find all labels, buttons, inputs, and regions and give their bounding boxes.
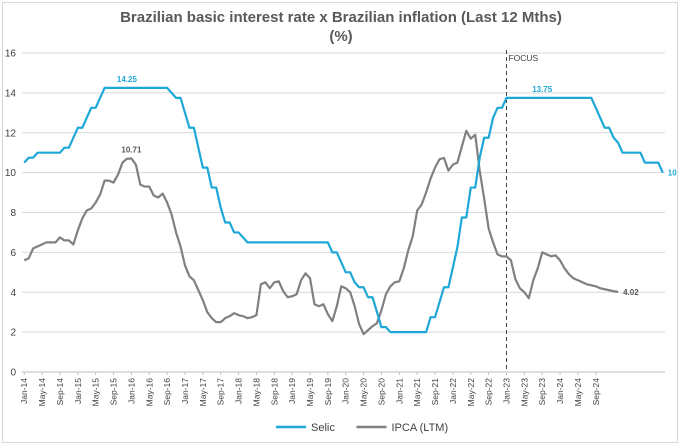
x-tick-label: May-17: [198, 378, 208, 407]
x-tick-label: Sep-17: [216, 378, 226, 406]
x-tick-label: Sep-21: [430, 378, 440, 406]
data-label: 14.25: [117, 75, 138, 84]
x-tick-label: Sep-24: [591, 378, 601, 406]
y-tick-label: 16: [5, 49, 17, 60]
x-tick-label: May-23: [519, 378, 529, 407]
data-label: 4.02: [623, 288, 639, 297]
legend-label: IPCA (LTM): [392, 422, 449, 434]
x-tick-label: May-15: [91, 378, 101, 407]
chart-title-line1: Brazilian basic interest rate x Brazilia…: [120, 9, 562, 26]
y-tick-label: 12: [5, 128, 17, 139]
chart-title-line2: (%): [329, 28, 353, 45]
x-tick-label: Jan-19: [287, 378, 297, 404]
x-tick-label: Jan-23: [501, 378, 511, 404]
y-tick-label: 14: [5, 88, 17, 99]
chart-frame: [2, 2, 678, 443]
x-tick-label: Jan-17: [180, 378, 190, 404]
data-label: 10.71: [121, 145, 142, 154]
y-tick-label: 8: [10, 208, 16, 219]
x-tick-label: May-21: [412, 378, 422, 407]
x-tick-label: Jan-22: [448, 378, 458, 404]
data-label: 10: [668, 169, 677, 178]
y-tick-label: 2: [10, 328, 16, 339]
y-tick-label: 10: [5, 168, 17, 179]
x-tick-label: Jan-16: [126, 378, 136, 404]
x-tick-label: Sep-22: [484, 378, 494, 406]
x-tick-label: Sep-15: [109, 378, 119, 406]
y-tick-label: 0: [10, 368, 16, 379]
x-tick-label: Sep-18: [269, 378, 279, 406]
x-tick-label: May-16: [144, 378, 154, 407]
x-tick-label: May-19: [305, 378, 315, 407]
x-tick-label: Jan-15: [73, 378, 83, 404]
x-tick-label: Jan-14: [19, 378, 29, 404]
x-tick-label: May-20: [359, 378, 369, 407]
x-tick-label: May-18: [251, 378, 261, 407]
chart-title: Brazilian basic interest rate x Brazilia…: [0, 8, 682, 46]
x-tick-label: Sep-19: [323, 378, 333, 406]
series-line-selic: [23, 86, 664, 334]
x-tick-label: Sep-20: [376, 378, 386, 406]
x-tick-label: May-24: [573, 378, 583, 407]
series-line-ipca-ltm: [23, 129, 619, 336]
focus-label: FOCUS: [508, 53, 538, 63]
x-tick-label: Jan-21: [394, 378, 404, 404]
x-tick-label: Jan-18: [234, 378, 244, 404]
x-tick-label: Sep-16: [162, 378, 172, 406]
legend-label: Selic: [311, 422, 335, 434]
x-tick-label: Jan-20: [341, 378, 351, 404]
x-tick-label: Jan-24: [555, 378, 565, 404]
x-tick-label: Sep-14: [55, 378, 65, 406]
x-tick-label: Sep-23: [537, 378, 547, 406]
x-tick-label: May-14: [37, 378, 47, 407]
x-tick-label: May-22: [466, 378, 476, 407]
y-tick-label: 6: [10, 248, 16, 259]
data-label: 13.75: [532, 85, 553, 94]
y-tick-label: 4: [10, 288, 16, 299]
